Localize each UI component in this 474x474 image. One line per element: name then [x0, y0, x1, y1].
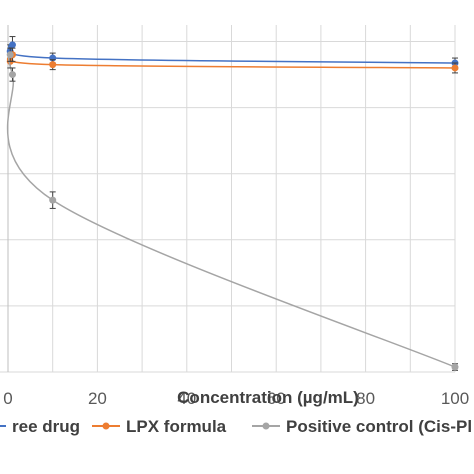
data-point: [451, 363, 459, 371]
legend-item-0: ree drug: [0, 417, 80, 436]
x-tick-label: 20: [88, 389, 107, 408]
x-axis-title: Concentration (µg/mL): [177, 388, 359, 407]
series-layer: [6, 36, 459, 371]
x-tick-label: 100: [441, 389, 469, 408]
legend-label: LPX formula: [126, 417, 227, 436]
legend-swatch-marker: [102, 422, 110, 430]
x-tick-labels: 0 20 40 60 80 100: [3, 389, 469, 408]
x-tick-label: 80: [356, 389, 375, 408]
legend-label: Positive control (Cis-Pl: [286, 417, 472, 436]
data-point: [6, 51, 14, 59]
data-point: [49, 196, 57, 204]
data-point: [49, 61, 57, 69]
series-2: [6, 47, 459, 371]
legend-item-2: Positive control (Cis-Pl: [252, 417, 472, 436]
data-point: [451, 64, 459, 72]
x-tick-label: 0: [3, 389, 12, 408]
x-tick-label: 40: [177, 389, 196, 408]
legend-label: ree drug: [12, 417, 80, 436]
legend-item-1: LPX formula: [92, 417, 227, 436]
legend: ree drug LPX formula Positive control (Cis…: [0, 417, 472, 436]
x-tick-label: 60: [267, 389, 286, 408]
data-point: [8, 71, 16, 79]
gridlines: [0, 25, 456, 373]
legend-swatch-marker: [262, 422, 270, 430]
data-point: [8, 41, 16, 49]
